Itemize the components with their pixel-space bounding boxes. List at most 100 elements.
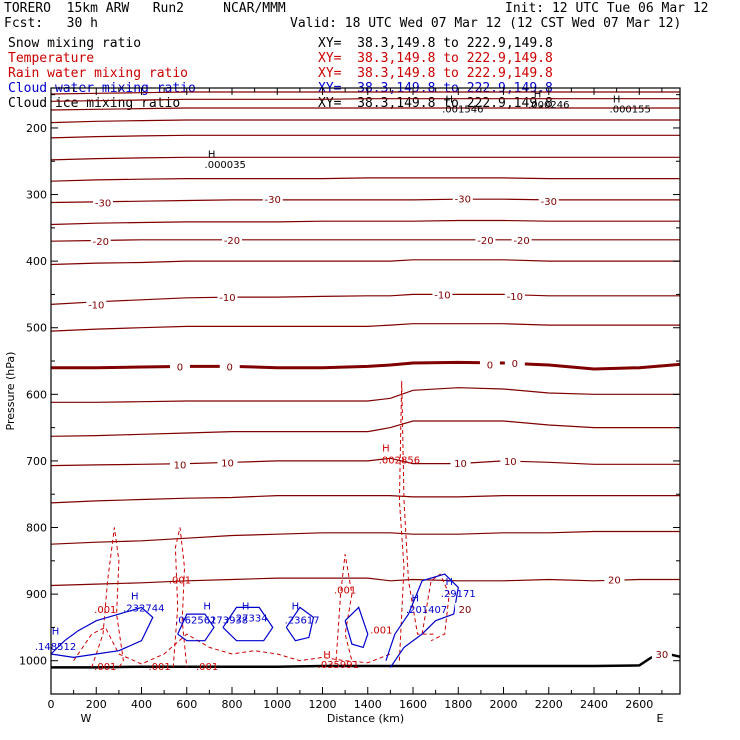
header-model: TORERO 15km ARW Run2 NCAR/MMM [4,1,286,16]
isotherm-label: 0 [512,359,518,370]
x-tick-label: 1600 [399,698,427,711]
isotherm-label: 10 [504,457,517,468]
maximum-label: .001 [370,625,392,636]
maximum-label: .29171 [441,589,476,600]
isotherm-label: -20 [224,236,240,247]
isotherm-label: -10 [88,300,104,311]
isotherm-line [51,387,680,403]
isotherm-line [50,420,680,437]
isotherm-label: -30 [541,197,557,208]
x-axis-label: Distance (km) [327,712,404,725]
maximum-label: .000246 [528,100,569,111]
isotherm-label: 0 [177,362,183,373]
x-tick-label: 2600 [625,698,653,711]
cloud-water-contour [177,613,215,642]
maximum-label: .000035 [205,160,246,171]
y-tick-label: 800 [26,522,47,535]
isotherm-line [50,293,680,305]
maximum-label: H [445,95,453,106]
cloud-water-contour [50,606,154,659]
header-init: Init: 12 UTC Tue 06 Mar 12 [505,1,709,16]
maximum-label: .23617 [285,615,320,626]
isotherm-line [50,577,680,587]
isotherm-label-bg [475,233,496,246]
isotherm-label: 20 [608,575,621,586]
maximum-label: H [613,95,621,106]
isotherm-label-bg [86,298,107,311]
x-tick-label: 400 [131,698,152,711]
isotherm-label: -10 [219,293,235,304]
isotherm-label-bg [222,233,243,246]
isotherm-label: 0 [487,360,493,371]
header-valid: Valid: 18 UTC Wed 07 Mar 12 (12 CST Wed … [290,16,682,31]
isotherm-label: 30 [656,650,669,661]
isotherm-label-bg [169,360,190,373]
maximum-label: .201407 [406,605,447,616]
isotherm-line [51,360,681,371]
x-tick-label: 2000 [490,698,518,711]
field-xy: XY= 38.3,149.8 to 222.9,149.8 [318,36,553,51]
isotherm-line [50,457,680,467]
x-tick-label: 600 [176,698,197,711]
maximum-label: .062561 [175,615,216,626]
direction-east-label: E [657,712,664,725]
y-tick-label: 500 [26,322,47,335]
y-tick-label: 300 [26,189,47,202]
maximum-label: H [445,577,453,588]
isotherm-label: -30 [455,195,471,206]
maximum-label: H [131,591,139,602]
isotherm-label-bg [219,360,240,373]
rain-contour [398,380,436,661]
isotherm-label: 0 [227,362,233,373]
rain-contour [172,527,188,668]
y-tick-label: 700 [26,455,47,468]
isotherm-label-bg [455,602,476,615]
isotherm-label: 20 [459,605,472,616]
maximum-label: .273938 [207,615,248,626]
field-name: Rain water mixing ratio [8,66,189,81]
maximum-label: .148512 [35,642,76,653]
terrain-surface-line [51,651,681,669]
y-tick-label: 1000 [19,655,47,668]
maximum-label: .001 [334,585,356,596]
isotherm-label-bg [604,573,625,586]
maximum-label: .000155 [610,105,651,116]
isotherm-label-bg [452,192,473,205]
isotherm-label: -10 [507,292,523,303]
y-tick-label: 600 [26,388,47,401]
isotherm-label: -20 [93,237,109,248]
x-tick-label: 2400 [580,698,608,711]
field-name: Snow mixing ratio [8,36,142,51]
y-axis-label: Pressure (hPa) [4,352,17,431]
maximum-label: H [382,444,390,455]
maximum-label: .001 [94,605,116,616]
x-tick-label: 2200 [535,698,563,711]
direction-west-label: W [81,712,92,725]
isotherm-line [50,177,680,182]
isotherm-label-bg [450,456,471,469]
maximum-label: .001 [148,662,170,673]
isotherm-label-bg [90,235,111,248]
plot-frame [50,87,681,695]
maximum-label: H [52,627,60,638]
isotherm-line [50,91,680,95]
isotherm-label: -20 [513,236,529,247]
maximum-label: H [412,593,420,604]
maximum-label: H [242,601,250,612]
x-tick-label: 0 [48,698,55,711]
field-xy: XY= 38.3,149.8 to 222.9,149.8 [318,66,553,81]
rain-contour [91,527,124,668]
maximum-label: H [534,89,542,100]
isotherm-line [50,119,680,124]
x-tick-label: 1800 [444,698,472,711]
x-tick-label: 1400 [354,698,382,711]
isotherm-line [50,219,680,226]
isotherm-line [50,198,680,204]
isotherm-label: -30 [95,199,111,210]
maximum-label: .001546 [442,105,483,116]
isotherm-label-bg [262,193,283,206]
isotherm-line [50,259,680,266]
isotherm-line [50,134,680,139]
y-tick-label: 200 [26,122,47,135]
